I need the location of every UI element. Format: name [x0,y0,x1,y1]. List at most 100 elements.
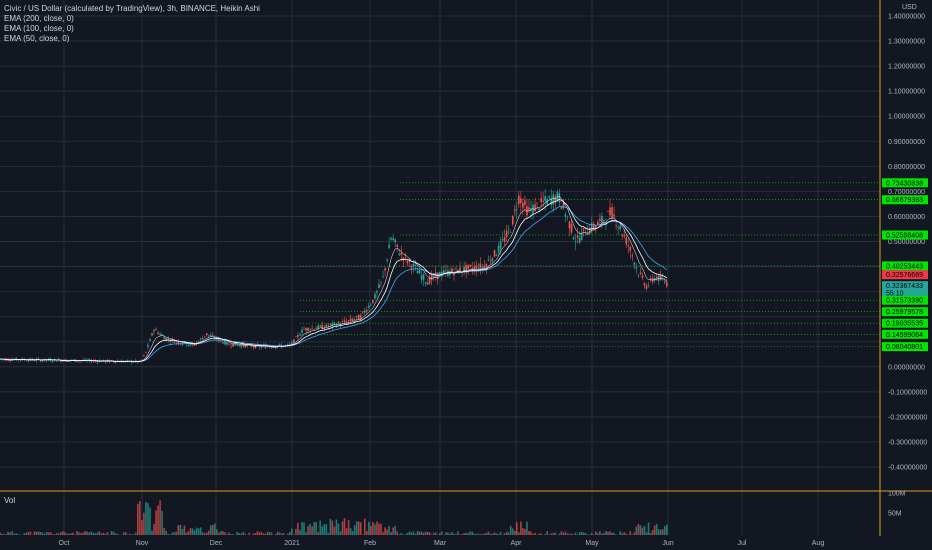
volume-bar [228,532,230,535]
candle-body [137,361,139,363]
price-tag[interactable] [882,318,928,328]
indicator-ema-50[interactable]: EMA (50, close, 0) [4,34,70,43]
volume-bar [408,531,411,535]
volume-bar [366,530,368,535]
volume-bar [240,533,242,535]
candle-body [611,207,613,219]
volume-bar [137,503,139,535]
price-tag[interactable] [882,270,928,280]
candle-body [370,304,372,306]
volume-bar [574,532,577,535]
volume-bar [629,531,632,535]
price-tag[interactable] [882,230,928,240]
price-tag[interactable] [882,178,928,188]
volume-bar [499,531,502,535]
volume-bar [7,531,9,535]
price-tag-label: 0.73430838 [886,180,923,187]
volume-bar [595,531,597,535]
candle-body [353,319,356,320]
candle-body [655,276,658,280]
price-tag[interactable] [882,295,928,305]
candle-body [465,265,467,273]
candle-body [643,283,646,286]
candle-body [568,221,571,229]
candle-body [260,346,263,348]
candle-body [203,336,206,338]
candle-body [41,360,44,361]
candle-body [495,255,498,256]
volume-bar [282,533,285,535]
indicator-ema-200[interactable]: EMA (200, close, 0) [4,14,74,23]
candle-body [368,305,370,308]
candle-body [536,202,538,204]
candle-body [173,341,176,343]
price-tag[interactable] [882,307,928,317]
candle-body [623,234,626,237]
volume-bar [53,534,56,535]
volume-bar [311,526,313,535]
candle-body [530,208,532,211]
candle-body [420,274,423,280]
volume-bar [280,533,283,535]
candle-body [633,262,636,265]
price-tag[interactable] [882,261,928,271]
volume-bar [635,526,638,535]
volume-bar [534,532,536,535]
volume-bar [80,533,82,535]
volume-bar [124,532,127,535]
volume-bar [165,530,167,535]
candle-body [637,275,640,276]
volume-bar [532,533,534,535]
time-axis-label: Feb [364,540,376,547]
price-tag[interactable] [882,288,928,298]
volume-bar [193,530,196,535]
candle-body [489,261,492,263]
indicator-ema-100[interactable]: EMA (100, close, 0) [4,24,74,33]
price-tag[interactable] [882,342,928,352]
candle-body [361,311,364,313]
volume-bar [382,532,384,535]
candle-body [222,342,224,344]
price-axis-label: 0.00000000 [888,364,925,371]
candle-body [572,237,575,239]
volume-bar [112,531,115,535]
volume-bar [524,529,526,535]
volume-bar [544,534,546,535]
price-tag[interactable] [882,195,928,205]
candle-body [299,334,301,336]
candle-body [540,198,542,203]
candle-body [663,281,666,283]
volume-bar [266,531,269,535]
price-tag-label: 0.40253443 [886,263,923,270]
price-tag[interactable] [882,329,928,339]
volume-bar [599,531,601,535]
candle-body [297,334,299,338]
volume-bar [116,533,119,535]
price-axis-label: 0.70000000 [888,189,925,196]
candle-body [220,340,222,342]
volume-bar [252,533,255,535]
candle-body [309,329,311,331]
candle-body [471,268,474,271]
candle-body [319,325,322,327]
candle-body [345,321,348,324]
volume-bar [55,532,58,535]
candle-body [293,339,295,344]
price-tag[interactable] [882,281,928,291]
volume-bar [327,532,330,535]
volume-bar [445,532,447,535]
candle-body [278,344,281,345]
candle-body [418,269,421,274]
volume-bar [469,531,471,535]
volume-bar [102,532,105,535]
volume-bar [552,533,555,535]
price-axis-label: -0.40000000 [888,465,927,472]
volume-bar [601,533,603,535]
volume-bar [639,525,642,535]
volume-bar [181,528,184,535]
volume-bar [84,531,86,535]
volume-bar [37,531,40,535]
volume-bar [5,534,7,535]
volume-bar [11,531,13,535]
